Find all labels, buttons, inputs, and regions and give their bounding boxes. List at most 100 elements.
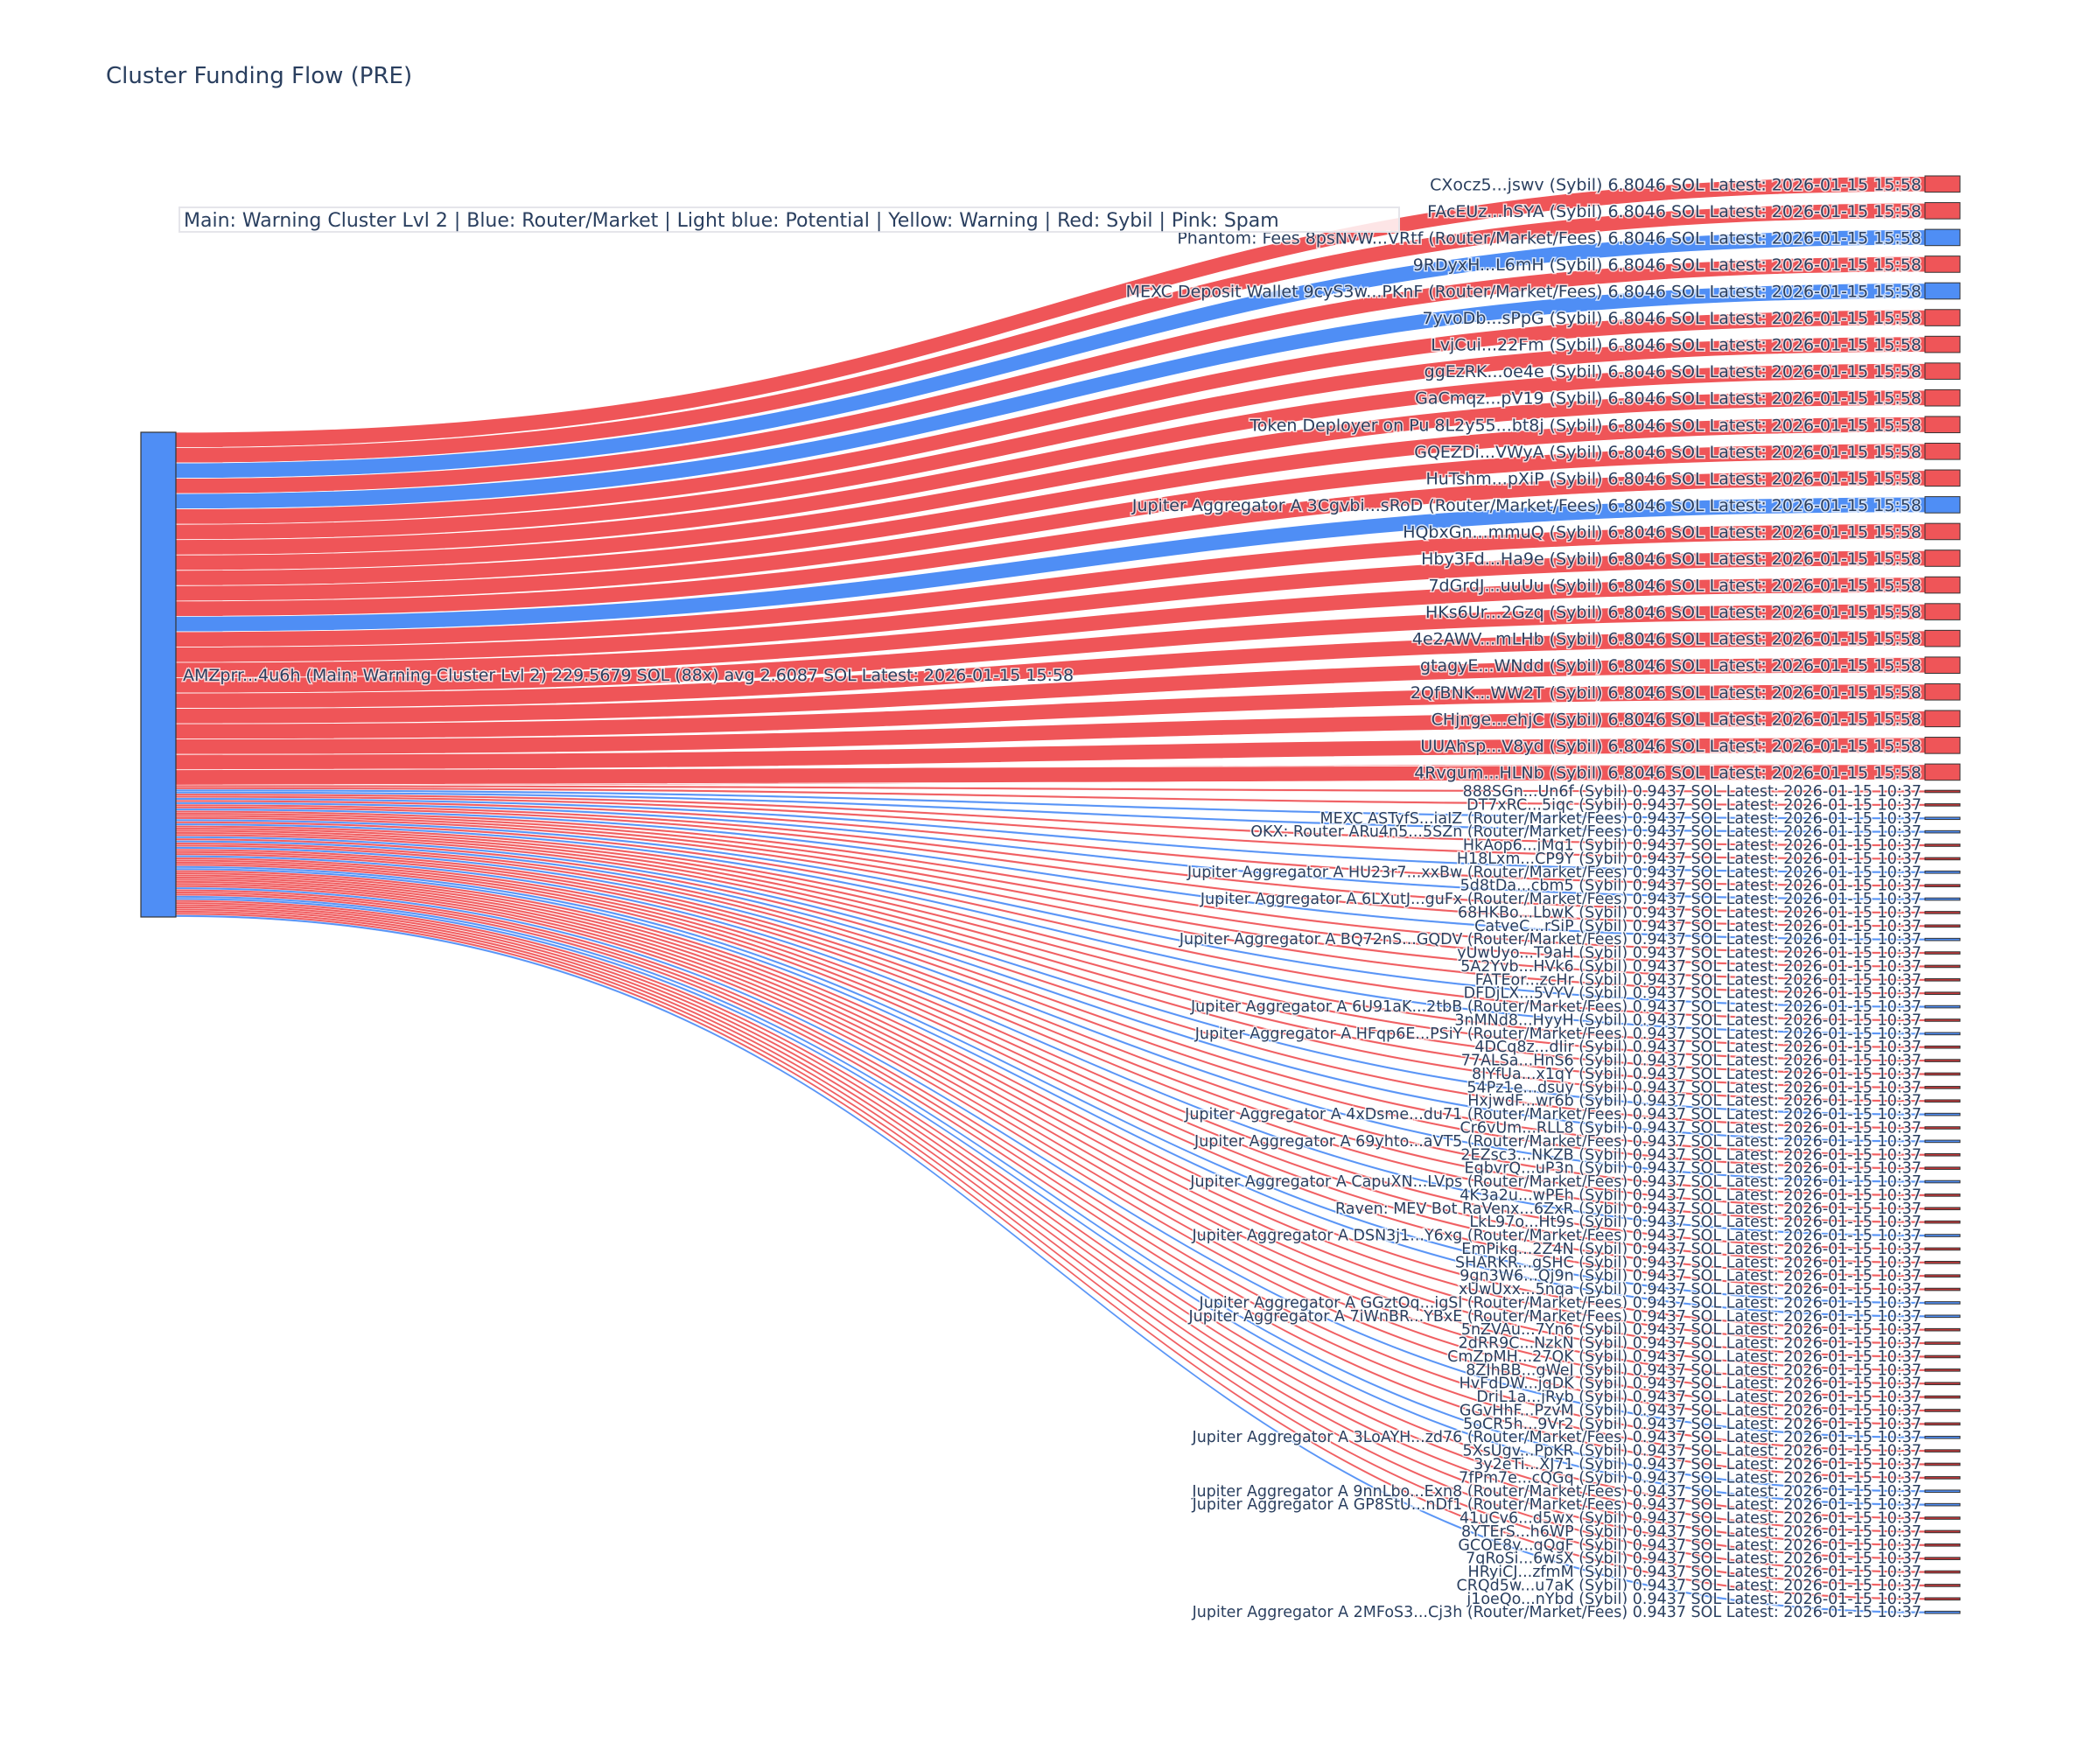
target-node-label: GQEZDi...VWyA (Sybil) 6.8046 SOL Latest:…: [1414, 443, 1922, 462]
target-node[interactable]: [1924, 362, 1961, 380]
target-node[interactable]: [1924, 1557, 1961, 1560]
target-node[interactable]: [1924, 1395, 1961, 1399]
target-node[interactable]: [1924, 576, 1961, 594]
target-node[interactable]: [1924, 1152, 1961, 1157]
target-node[interactable]: [1924, 1220, 1961, 1224]
target-node[interactable]: [1924, 1462, 1961, 1466]
target-node[interactable]: [1924, 282, 1961, 300]
target-node-label: gtagyE...WNdd (Sybil) 6.8046 SOL Latest:…: [1420, 656, 1922, 676]
target-node[interactable]: [1924, 656, 1961, 675]
target-node[interactable]: [1924, 256, 1961, 273]
target-node[interactable]: [1924, 1530, 1961, 1534]
target-node[interactable]: [1924, 1086, 1961, 1089]
target-node[interactable]: [1924, 1234, 1961, 1237]
target-node[interactable]: [1924, 1274, 1961, 1278]
target-node[interactable]: [1924, 816, 1961, 821]
target-node[interactable]: [1924, 603, 1961, 620]
target-node[interactable]: [1924, 1570, 1961, 1574]
target-node[interactable]: [1924, 1409, 1961, 1412]
target-node[interactable]: [1924, 1543, 1961, 1547]
target-node[interactable]: [1924, 1004, 1961, 1009]
target-node[interactable]: [1924, 1516, 1961, 1520]
target-node[interactable]: [1924, 469, 1961, 487]
target-node[interactable]: [1924, 1435, 1961, 1439]
target-node[interactable]: [1924, 1489, 1961, 1494]
target-node[interactable]: [1924, 1261, 1961, 1264]
target-node[interactable]: [1924, 1597, 1961, 1601]
target-node[interactable]: [1924, 1247, 1961, 1251]
target-node[interactable]: [1924, 1476, 1961, 1480]
target-node[interactable]: [1924, 1354, 1961, 1359]
target-node[interactable]: [1924, 1018, 1961, 1022]
target-node[interactable]: [1924, 682, 1961, 701]
target-node[interactable]: [1924, 1180, 1961, 1184]
target-node[interactable]: [1924, 1112, 1961, 1116]
target-node[interactable]: [1924, 911, 1961, 914]
target-node[interactable]: [1924, 1099, 1961, 1103]
target-node[interactable]: [1924, 202, 1961, 220]
target-node[interactable]: [1924, 1610, 1961, 1614]
target-node-label: FAcEUz...hSYA (Sybil) 6.8046 SOL Latest:…: [1427, 202, 1922, 221]
target-node[interactable]: [1924, 443, 1961, 460]
target-node-label: yUwUyo...T9aH (Sybil) 0.9437 SOL Latest:…: [1457, 945, 1922, 962]
target-node[interactable]: [1924, 1287, 1961, 1292]
target-node[interactable]: [1924, 228, 1961, 247]
target-node[interactable]: [1924, 964, 1961, 969]
target-node-label: 5A2Yvb...HVk6 (Sybil) 0.9437 SOL Latest:…: [1460, 958, 1922, 976]
target-node[interactable]: [1924, 629, 1961, 648]
target-node[interactable]: [1924, 1382, 1961, 1386]
target-node[interactable]: [1924, 1327, 1961, 1332]
target-node[interactable]: [1924, 335, 1961, 354]
target-node[interactable]: [1924, 1449, 1961, 1452]
target-node[interactable]: [1924, 951, 1961, 955]
target-node[interactable]: [1924, 710, 1961, 728]
target-node[interactable]: [1924, 924, 1961, 928]
target-node[interactable]: [1924, 1502, 1961, 1507]
target-node[interactable]: [1924, 1314, 1961, 1319]
target-node[interactable]: [1924, 870, 1961, 874]
target-node[interactable]: [1924, 388, 1961, 407]
target-node-label: xUwUxx...5nqa (Sybil) 0.9437 SOL Latest:…: [1459, 1281, 1922, 1298]
target-node[interactable]: [1924, 1194, 1961, 1197]
target-node[interactable]: [1924, 1059, 1961, 1062]
target-node[interactable]: [1924, 897, 1961, 901]
target-node-label: Jupiter Aggregator A 6U91aK...2tbB (Rout…: [1190, 998, 1922, 1016]
target-node[interactable]: [1924, 1422, 1961, 1426]
target-node[interactable]: [1924, 309, 1961, 326]
target-node[interactable]: [1924, 1139, 1961, 1144]
target-node[interactable]: [1924, 737, 1961, 754]
target-node[interactable]: [1924, 1341, 1961, 1345]
target-node[interactable]: [1924, 1166, 1961, 1170]
target-node[interactable]: [1924, 1207, 1961, 1211]
target-node[interactable]: [1924, 884, 1961, 887]
target-node-label: SHARKR...gSHC (Sybil) 0.9437 SOL Latest:…: [1455, 1254, 1922, 1271]
target-node[interactable]: [1924, 175, 1961, 193]
target-node-label: j1oeQo...nYbd (Sybil) 0.9437 SOL Latest:…: [1466, 1591, 1922, 1608]
source-node[interactable]: [140, 431, 177, 918]
target-node[interactable]: [1924, 1368, 1961, 1372]
target-node-label: HKs6Ur...2Gzq (Sybil) 6.8046 SOL Latest:…: [1425, 603, 1922, 622]
target-node[interactable]: [1924, 1072, 1961, 1076]
target-node[interactable]: [1924, 991, 1961, 996]
target-node[interactable]: [1924, 1301, 1961, 1305]
target-node[interactable]: [1924, 857, 1961, 861]
target-node[interactable]: [1924, 803, 1961, 807]
target-node[interactable]: [1924, 937, 1961, 942]
target-node-label: HkAop6...jMq1 (Sybil) 0.9437 SOL Latest:…: [1463, 837, 1922, 855]
target-node[interactable]: [1924, 844, 1961, 847]
target-node[interactable]: [1924, 763, 1961, 781]
target-node[interactable]: [1924, 1045, 1961, 1049]
target-node[interactable]: [1924, 416, 1961, 434]
target-node[interactable]: [1924, 830, 1961, 834]
target-node-label: 8ZJhBB...gWeJ (Sybil) 0.9437 SOL Latest:…: [1466, 1362, 1922, 1379]
target-node[interactable]: [1924, 496, 1961, 514]
target-node[interactable]: [1924, 1584, 1961, 1587]
target-node-label: Jupiter Aggregator A CapuXN...LVps (Rout…: [1189, 1173, 1922, 1191]
target-node[interactable]: [1924, 789, 1961, 794]
target-node-label: HRyiCJ...zfmM (Sybil) 0.9437 SOL Latest:…: [1468, 1564, 1922, 1581]
target-node[interactable]: [1924, 978, 1961, 982]
target-node[interactable]: [1924, 1032, 1961, 1036]
target-node[interactable]: [1924, 1126, 1961, 1130]
target-node[interactable]: [1924, 550, 1961, 567]
target-node[interactable]: [1924, 522, 1961, 541]
